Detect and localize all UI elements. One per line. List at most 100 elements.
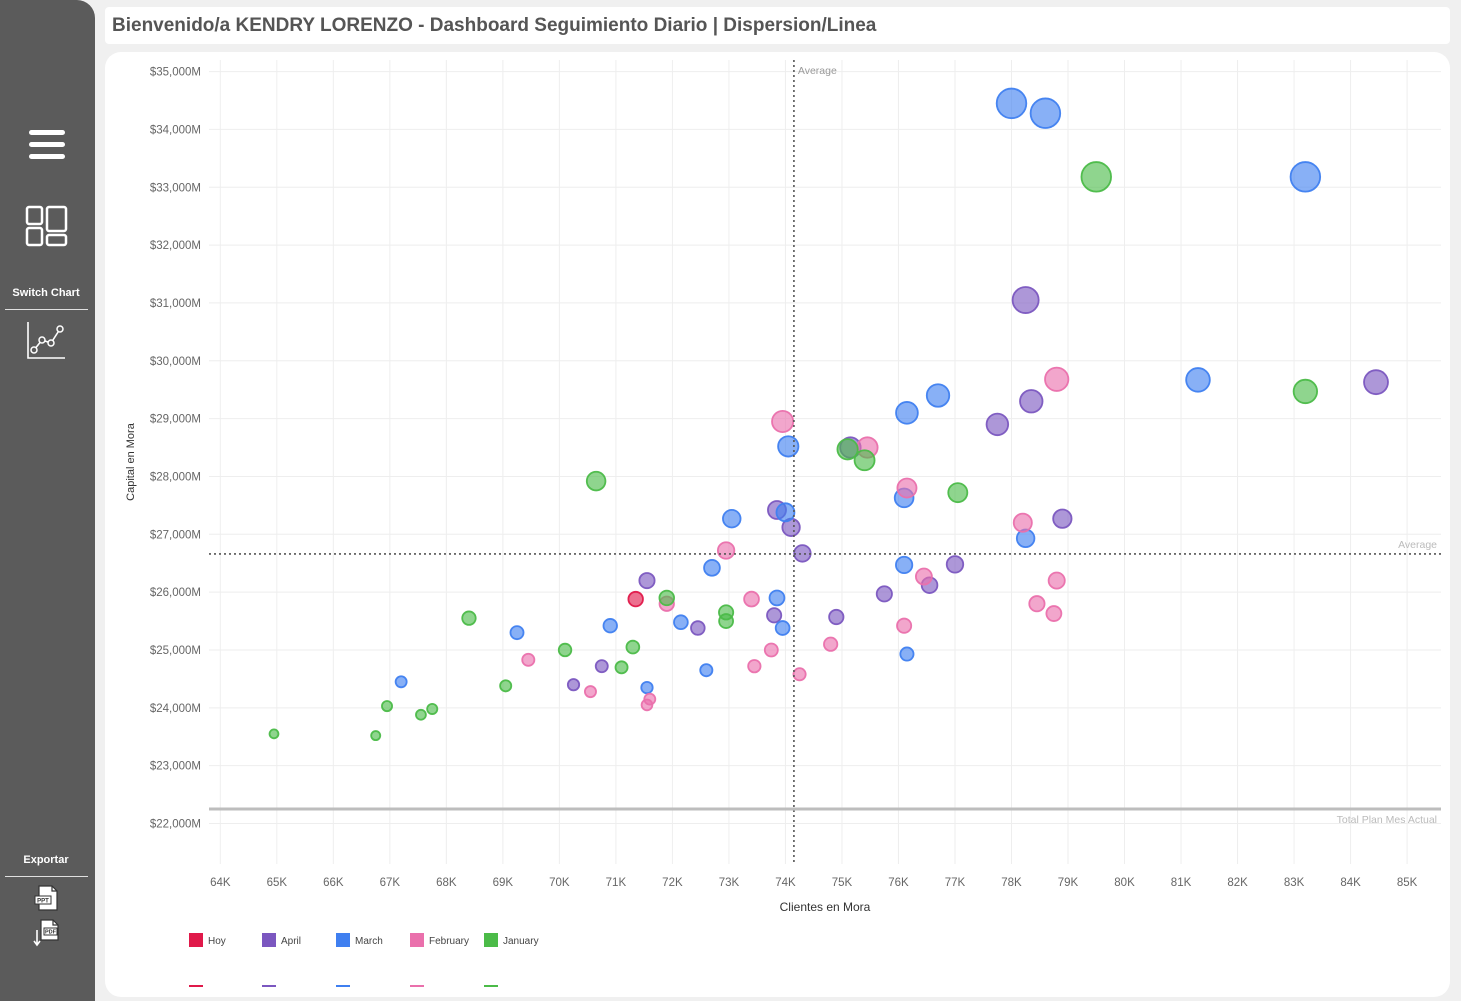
x-tick-label: 83K bbox=[1284, 877, 1305, 889]
x-tick-label: 69K bbox=[493, 877, 514, 889]
x-tick-label: 74K bbox=[775, 877, 796, 889]
data-point-january bbox=[718, 613, 734, 629]
x-axis-title: Clientes en Mora bbox=[780, 900, 871, 914]
y-average-label: Average bbox=[1398, 539, 1437, 551]
data-point-hoy bbox=[627, 590, 644, 608]
legend-label: April bbox=[281, 936, 301, 947]
x-tick-label: 73K bbox=[719, 877, 740, 889]
pdf-export-icon[interactable]: PDF bbox=[33, 918, 61, 948]
data-point-january bbox=[836, 438, 859, 461]
ppt-export-icon[interactable]: PPT bbox=[33, 884, 61, 912]
data-point-march bbox=[1289, 161, 1322, 193]
data-point-january bbox=[658, 589, 675, 607]
sidebar: Switch Chart Exportar PPT PDF bbox=[0, 0, 95, 1001]
data-point-january bbox=[499, 679, 513, 693]
data-point-january bbox=[557, 642, 573, 658]
legend-line-marker bbox=[410, 985, 424, 987]
data-point-february bbox=[1045, 605, 1063, 622]
data-point-february bbox=[1012, 512, 1033, 533]
legend-item-april: April bbox=[262, 933, 301, 987]
y-tick-label: $26,000M bbox=[150, 587, 201, 599]
legend-label: March bbox=[355, 936, 383, 947]
data-point-february bbox=[716, 541, 736, 560]
data-point-march bbox=[394, 675, 408, 689]
data-point-march bbox=[1029, 97, 1062, 129]
data-point-april bbox=[793, 544, 812, 563]
x-tick-label: 77K bbox=[945, 877, 966, 889]
data-point-january bbox=[625, 639, 641, 655]
x-tick-label: 71K bbox=[606, 877, 627, 889]
legend-line-marker bbox=[262, 985, 276, 987]
x-tick-label: 85K bbox=[1397, 877, 1418, 889]
data-point-january bbox=[1292, 378, 1319, 405]
svg-text:PPT: PPT bbox=[37, 899, 49, 905]
y-tick-label: $31,000M bbox=[150, 298, 201, 310]
x-tick-label: 66K bbox=[323, 877, 344, 889]
data-point-january bbox=[614, 660, 629, 675]
data-point-april bbox=[1019, 389, 1044, 414]
svg-text:PDF: PDF bbox=[45, 930, 57, 936]
legend-swatch bbox=[189, 933, 203, 947]
x-tick-label: 75K bbox=[832, 877, 853, 889]
data-point-april bbox=[985, 412, 1010, 437]
data-point-april bbox=[690, 620, 706, 636]
legend-label: Hoy bbox=[208, 936, 226, 947]
x-tick-label: 64K bbox=[210, 877, 231, 889]
legend-item-february: February bbox=[410, 933, 469, 987]
dashboard-layout-icon[interactable] bbox=[25, 205, 69, 247]
data-point-march bbox=[775, 502, 796, 523]
data-point-march bbox=[925, 383, 951, 408]
x-tick-label: 79K bbox=[1058, 877, 1079, 889]
data-point-march bbox=[699, 663, 714, 678]
data-point-march bbox=[602, 618, 618, 634]
data-point-april bbox=[828, 608, 845, 626]
x-tick-label: 78K bbox=[1001, 877, 1022, 889]
data-point-february bbox=[823, 636, 839, 652]
data-point-april bbox=[766, 607, 783, 624]
x-tick-label: 72K bbox=[662, 877, 683, 889]
legend-swatch bbox=[336, 933, 350, 947]
title-bar: Bienvenido/a KENDRY LORENZO - Dashboard … bbox=[105, 7, 1450, 44]
x-tick-label: 81K bbox=[1171, 877, 1192, 889]
data-point-march bbox=[640, 680, 654, 695]
y-tick-label: $34,000M bbox=[150, 124, 201, 136]
legend-item-hoy: Hoy bbox=[189, 933, 226, 987]
line-chart-icon[interactable] bbox=[25, 320, 67, 360]
y-tick-label: $23,000M bbox=[150, 761, 201, 773]
y-tick-label: $25,000M bbox=[150, 645, 201, 657]
data-point-february bbox=[583, 685, 597, 699]
data-point-march bbox=[673, 614, 689, 631]
data-point-march bbox=[768, 589, 786, 607]
scatter-chart: 64K 65K 66K 67K 68K 69K 70K 71K 72K 73K 74K 75K 76K 7… bbox=[125, 60, 1441, 987]
data-point-january bbox=[461, 610, 477, 626]
legend-swatch bbox=[484, 933, 498, 947]
data-point-february bbox=[896, 617, 913, 634]
data-point-january bbox=[381, 700, 393, 713]
data-point-march bbox=[1185, 367, 1211, 393]
x-tick-label: 65K bbox=[267, 877, 288, 889]
legend-swatch bbox=[410, 933, 424, 947]
data-point-january bbox=[370, 730, 382, 742]
data-point-march bbox=[895, 555, 914, 575]
data-point-february bbox=[896, 477, 918, 499]
y-tick-label: $27,000M bbox=[150, 529, 201, 541]
y-axis-title: Capital en Mora bbox=[125, 422, 137, 501]
data-point-february bbox=[640, 698, 654, 712]
y-tick-label: $22,000M bbox=[150, 819, 201, 831]
chart-card: 64K 65K 66K 67K 68K 69K 70K 71K 72K 73K 74K 75K 76K 7… bbox=[105, 52, 1450, 997]
x-tick-label: 76K bbox=[888, 877, 909, 889]
data-point-april bbox=[875, 585, 893, 603]
data-point-april bbox=[566, 678, 581, 692]
legend-label: January bbox=[503, 936, 539, 947]
legend-line-marker bbox=[189, 985, 203, 987]
data-point-april bbox=[945, 555, 965, 574]
y-tick-label: $28,000M bbox=[150, 471, 201, 483]
y-tick-label: $29,000M bbox=[150, 414, 201, 426]
legend-item-march: March bbox=[336, 933, 383, 987]
data-point-april bbox=[1052, 508, 1073, 529]
data-point-april bbox=[1363, 369, 1389, 396]
y-tick-label: $33,000M bbox=[150, 182, 201, 194]
data-point-january bbox=[415, 708, 427, 721]
hamburger-menu-icon[interactable] bbox=[29, 130, 65, 160]
data-point-april bbox=[638, 572, 656, 590]
